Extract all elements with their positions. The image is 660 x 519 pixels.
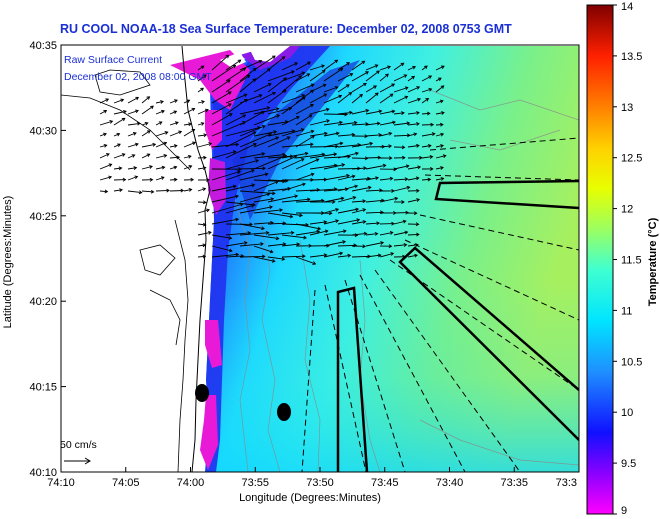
overlay-line2: December 02, 2008 08:00 GMT — [64, 71, 212, 83]
colorbar-tick-label: 10.5 — [621, 356, 642, 368]
colorbar-tick-label: 13 — [621, 102, 633, 114]
y-axis-label: Latitude (Degrees:Minutes) — [2, 196, 14, 329]
colorbar-tick-label: 9 — [621, 505, 627, 517]
x-axis-label: Longitude (Degrees:Minutes) — [239, 492, 381, 504]
scale-label: 50 cm/s — [60, 439, 97, 451]
y-tick-label: 40:30 — [29, 125, 57, 137]
colorbar-tick-label: 9.5 — [621, 458, 636, 470]
x-tick-label: 74:10 — [47, 477, 75, 489]
y-tick-label: 40:10 — [29, 467, 57, 479]
x-tick-label: 73:3 — [556, 477, 577, 489]
colorbar-tick-label: 13.5 — [621, 51, 642, 63]
colorbar — [586, 4, 614, 515]
x-tick-label: 73:50 — [306, 477, 334, 489]
colorbar-tick-label: 12.5 — [621, 153, 642, 165]
x-tick-label: 73:55 — [241, 477, 269, 489]
y-tick-label: 40:35 — [29, 40, 57, 52]
colorbar-tick-label: 14 — [621, 1, 633, 13]
overlay-line1: Raw Surface Current — [64, 54, 162, 66]
colorbar-tick-label: 12 — [621, 204, 633, 216]
colorbar-tick-label: 10 — [621, 407, 633, 419]
x-tick-label: 74:05 — [112, 477, 140, 489]
map-title: RU COOL NOAA-18 Sea Surface Temperature:… — [60, 22, 512, 36]
buoy-marker — [195, 384, 209, 402]
colorbar-label: Temperature (°C) — [647, 217, 659, 306]
buoy-marker — [277, 403, 291, 421]
x-tick-label: 73:40 — [436, 477, 464, 489]
x-tick-label: 74:00 — [177, 477, 205, 489]
y-tick-label: 40:15 — [29, 382, 57, 394]
x-tick-label: 73:35 — [500, 477, 528, 489]
scale-arrow — [64, 457, 91, 465]
colorbar-tick-label: 11.5 — [621, 255, 642, 267]
y-tick-label: 40:20 — [29, 296, 57, 308]
x-tick-label: 73:45 — [371, 477, 399, 489]
y-tick-label: 40:25 — [29, 211, 57, 223]
colorbar-tick-label: 11 — [621, 305, 632, 317]
